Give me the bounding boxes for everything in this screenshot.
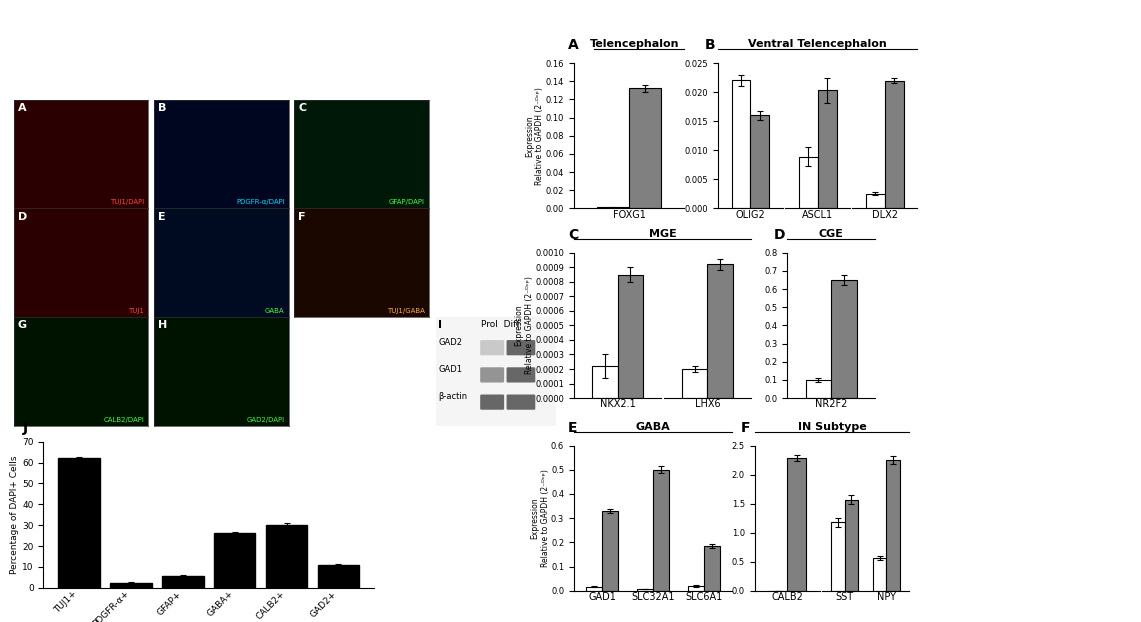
Text: TUJ1: TUJ1 [129, 308, 144, 314]
Bar [111, 583, 152, 588]
Text: IN Subtype: IN Subtype [798, 422, 866, 432]
Text: D: D [774, 228, 785, 242]
Bar [866, 194, 884, 208]
Bar [818, 90, 836, 208]
Text: F: F [741, 421, 751, 435]
Text: GABA: GABA [636, 422, 671, 432]
Bar [585, 587, 602, 591]
Text: B: B [704, 39, 715, 52]
Bar [704, 546, 720, 591]
Bar [592, 366, 617, 398]
Bar [629, 88, 661, 208]
Text: A: A [18, 103, 26, 113]
Bar [58, 458, 100, 588]
Text: GAD2: GAD2 [438, 338, 462, 346]
Bar [637, 589, 653, 591]
Text: MGE: MGE [649, 229, 677, 239]
Bar [653, 470, 670, 591]
Bar [806, 380, 831, 398]
Text: F: F [299, 211, 306, 221]
Text: C: C [299, 103, 307, 113]
Bar [799, 157, 818, 208]
Bar [887, 460, 900, 591]
Bar [602, 511, 618, 591]
Bar [751, 115, 769, 208]
FancyBboxPatch shape [480, 340, 504, 355]
Bar [844, 499, 858, 591]
Text: CALB2/DAPI: CALB2/DAPI [104, 417, 144, 423]
Bar [317, 565, 359, 588]
Bar [688, 586, 704, 591]
Text: TUJ1/DAPI: TUJ1/DAPI [110, 199, 144, 205]
Bar [682, 369, 707, 398]
Bar [873, 558, 887, 591]
FancyBboxPatch shape [507, 367, 535, 383]
Bar [617, 274, 644, 398]
FancyBboxPatch shape [480, 394, 504, 410]
Bar [832, 522, 844, 591]
Text: C: C [568, 228, 578, 242]
Text: GAD2/DAPI: GAD2/DAPI [246, 417, 284, 423]
Text: Prol  Diff: Prol Diff [482, 320, 520, 330]
Y-axis label: Expression
Relative to GAPDH (2⁻ᴰᶜᵖ): Expression Relative to GAPDH (2⁻ᴰᶜᵖ) [531, 469, 550, 567]
Text: Ventral Telencephalon: Ventral Telencephalon [748, 39, 887, 50]
Text: G: G [18, 320, 27, 330]
Bar [787, 458, 806, 591]
Text: CGE: CGE [819, 229, 843, 239]
FancyBboxPatch shape [507, 340, 535, 355]
Text: β-actin: β-actin [438, 392, 468, 401]
Y-axis label: Expression
Relative to GAPDH (2⁻ᴰᶜᵖ): Expression Relative to GAPDH (2⁻ᴰᶜᵖ) [525, 86, 544, 185]
Bar [731, 80, 751, 208]
Text: H: H [159, 320, 168, 330]
Text: GABA: GABA [265, 308, 284, 314]
Bar [831, 280, 857, 398]
Bar [162, 577, 203, 588]
Text: GAD1: GAD1 [438, 365, 462, 374]
FancyBboxPatch shape [480, 367, 504, 383]
Text: PDGFR-α/DAPI: PDGFR-α/DAPI [236, 199, 284, 205]
FancyBboxPatch shape [507, 394, 535, 410]
Text: GFAP/DAPI: GFAP/DAPI [389, 199, 424, 205]
Bar [884, 81, 904, 208]
Bar [215, 534, 256, 588]
Text: J: J [23, 421, 27, 435]
Text: D: D [18, 211, 27, 221]
Text: E: E [159, 211, 165, 221]
Text: A: A [568, 39, 578, 52]
Bar [707, 264, 733, 398]
Y-axis label: Percentage of DAPI+ Cells: Percentage of DAPI+ Cells [10, 455, 19, 574]
Text: B: B [159, 103, 167, 113]
Text: I: I [438, 320, 443, 330]
Legend: Prol, Diff: Prol, Diff [790, 107, 823, 136]
Text: Telencephalon: Telencephalon [590, 39, 679, 50]
Text: TUJ1/GABA: TUJ1/GABA [387, 308, 424, 314]
Bar [266, 525, 307, 588]
Y-axis label: Expression
Relative to GAPDH (2⁻ᴰᶜᵖ): Expression Relative to GAPDH (2⁻ᴰᶜᵖ) [515, 276, 534, 374]
Text: E: E [568, 421, 577, 435]
